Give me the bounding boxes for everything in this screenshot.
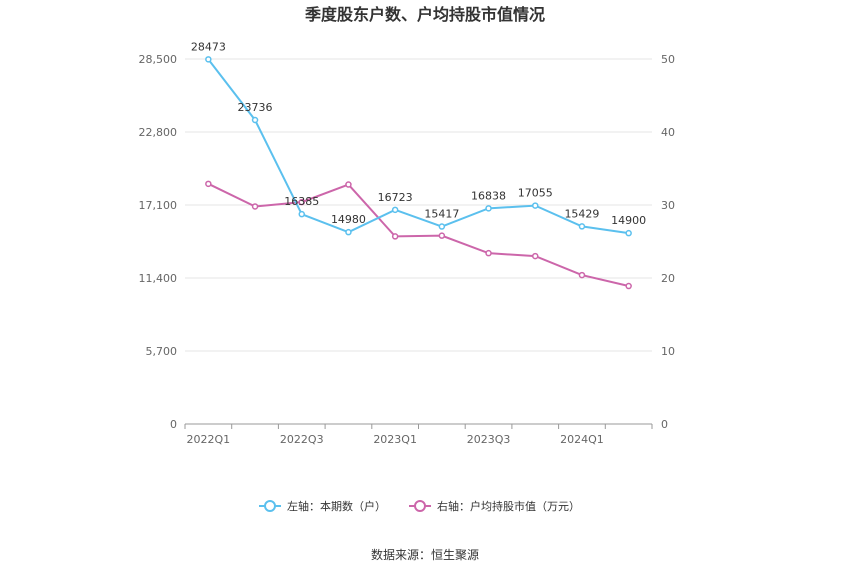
data-point [205,180,212,188]
source-note: 数据来源：恒生聚源 [371,547,479,562]
series-layer [205,56,632,290]
data-label: 16838 [471,189,506,202]
y-left-tick-label: 0 [170,418,177,431]
data-point [205,56,212,63]
y-right-tick-label: 10 [661,345,675,358]
data-label: 16723 [378,191,413,204]
data-point [298,210,305,218]
y-right-tick-label: 50 [661,53,675,66]
legend-item-avg-value[interactable]: 右轴：户均持股市值（万元） [409,499,580,513]
series-line-avg-value [207,182,629,288]
x-tick-label: 2024Q1 [560,433,604,446]
x-tick-label: 2023Q3 [467,433,511,446]
x-tick-label: 2022Q3 [280,433,324,446]
y-right-tick-label: 0 [661,418,668,431]
data-point [438,232,446,239]
legend-label: 左轴：本期数（户） [287,499,386,513]
data-point [251,203,259,210]
y-right-tick-label: 20 [661,272,675,285]
data-point [532,252,539,260]
data-label: 28473 [191,40,226,53]
y-left-tick-label: 22,800 [139,126,178,139]
chart-title: 季度股东户数、户均持股市值情况 [304,5,545,24]
data-point [298,198,305,206]
data-label: 14980 [331,213,366,226]
data-label: 15429 [564,207,599,220]
y-left-tick-label: 11,400 [139,272,178,285]
data-labels: 28473 23736 16385 14980 16723 15417 16838 17055… [191,40,646,227]
series-line-holders [207,58,629,235]
data-point [485,249,492,257]
data-point [391,206,399,214]
y-right-tick-label: 30 [661,199,675,212]
y-left-tick-label: 5,700 [146,345,178,358]
legend-label: 右轴：户均持股市值（万元） [437,499,580,513]
data-point [578,271,586,279]
data-label: 16385 [284,195,319,208]
y-left-tick-label: 28,500 [139,53,178,66]
y-right-tick-label: 40 [661,126,675,139]
x-tick-label: 2023Q1 [373,433,417,446]
legend-marker [414,500,426,512]
data-label: 15417 [424,208,459,221]
data-point [438,223,446,230]
data-point [345,228,352,236]
data-point [625,282,632,290]
legend[interactable]: 左轴：本期数（户） 右轴：户均持股市值（万元） [259,499,580,513]
legend-marker [264,500,276,512]
data-point [391,233,399,240]
data-point [251,116,259,124]
data-label: 17055 [518,187,553,200]
data-point [485,205,492,212]
data-label: 23736 [238,101,273,114]
y-left-tick-label: 17,100 [139,199,178,212]
data-point [532,202,539,209]
data-point [345,181,352,188]
data-point [578,223,586,230]
x-tick-label: 2022Q1 [187,433,231,446]
data-point [625,229,632,237]
data-label: 14900 [611,214,646,227]
legend-item-holders[interactable]: 左轴：本期数（户） [259,499,386,513]
axes: 0 5,700 11,400 17,100 22,800 28,500 0 10 20 30 40 5… [139,53,676,446]
